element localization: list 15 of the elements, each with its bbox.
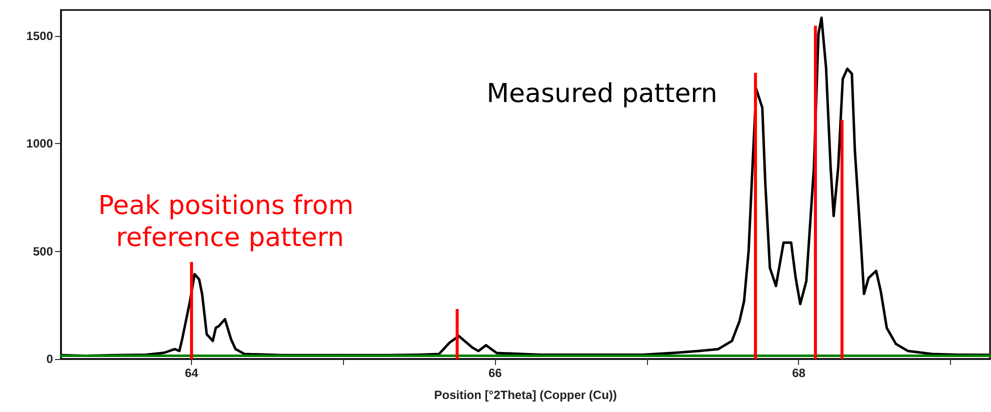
x-axis-title: Position [°2Theta] (Copper (Cu)) [434, 388, 617, 402]
bar [190, 262, 194, 359]
bar [456, 309, 459, 359]
y-tick-label: 0 [46, 352, 54, 366]
y-tick-label: 1000 [26, 136, 54, 151]
bar [754, 72, 757, 359]
x-tick-label: 66 [488, 366, 502, 380]
x-tick-label: 64 [184, 366, 199, 380]
y-tick-label: 1500 [26, 28, 54, 43]
series-label: Peak positions from reference pattern [98, 191, 362, 253]
bar [814, 26, 817, 359]
y-tick-label: 500 [32, 244, 54, 258]
bar [840, 120, 844, 359]
series-label: Measured pattern [486, 79, 718, 109]
x-tick-label: 68 [792, 366, 806, 380]
